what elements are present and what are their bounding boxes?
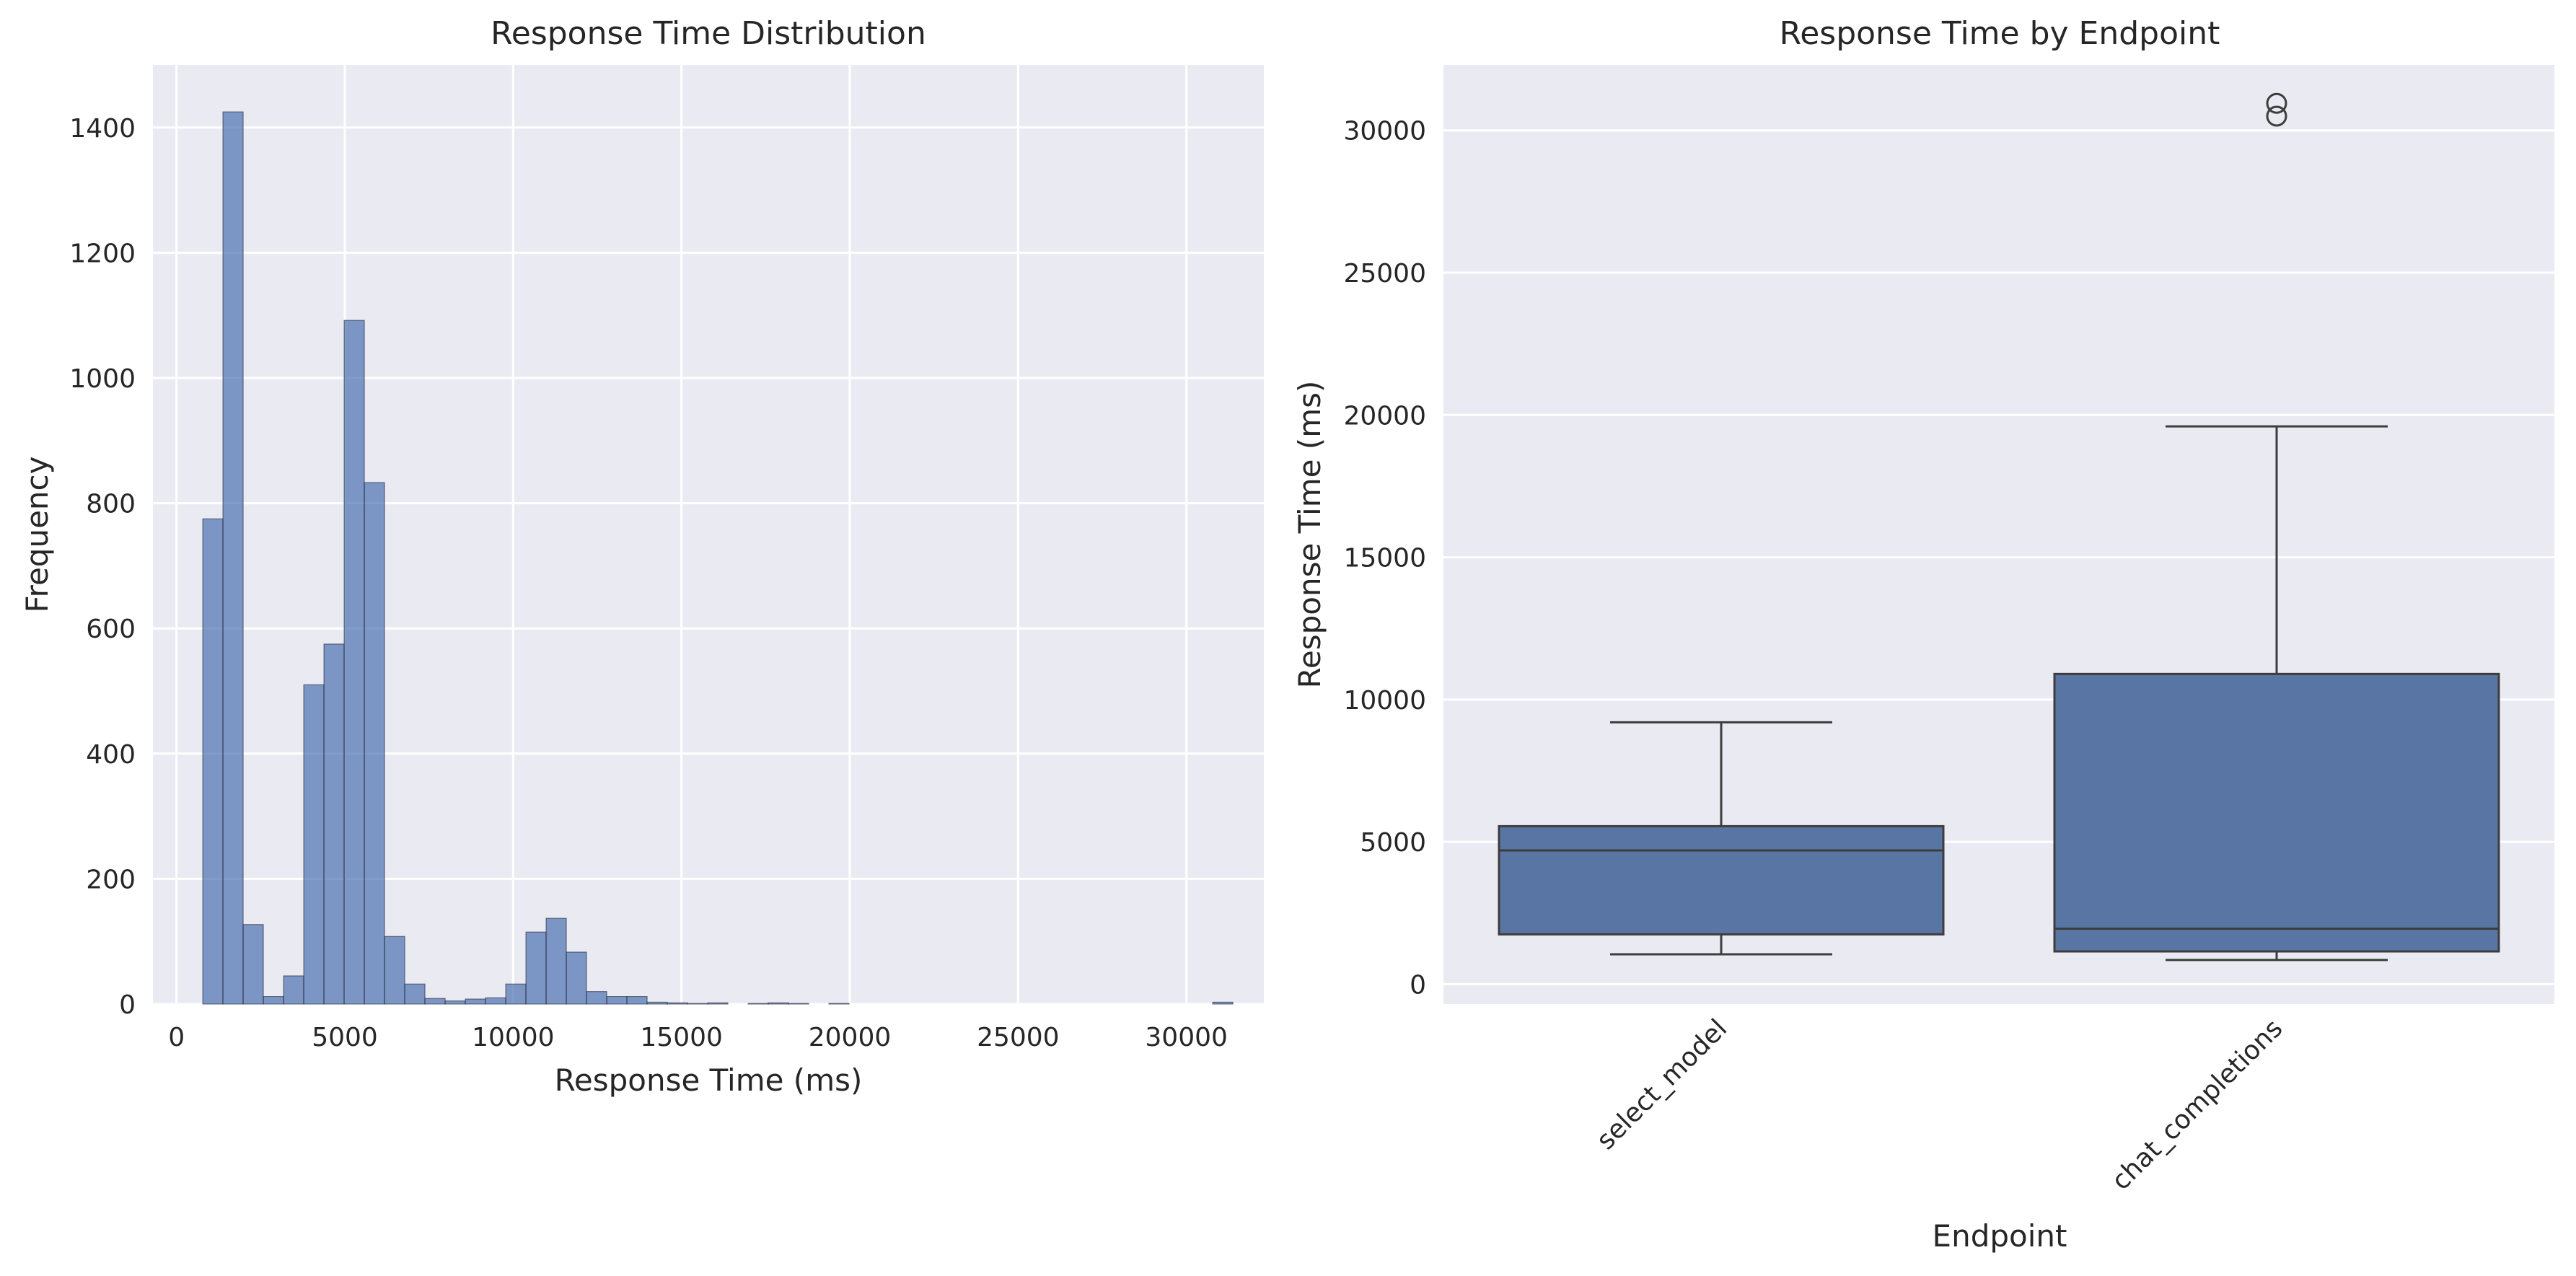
box-iqr [2053, 672, 2500, 953]
histogram-bar [566, 951, 587, 1005]
histogram-bar [545, 918, 567, 1005]
boxplot-y-tick-labels: 0 5000 10000 15000 20000 25000 30000 [1343, 117, 1426, 1000]
y-tick-label: 30000 [1343, 117, 1426, 146]
y-tick-label: 25000 [1343, 259, 1426, 289]
y-tick-label: 400 [86, 740, 136, 770]
x-tick-label-chat_completions: chat_completions [2106, 1013, 2289, 1196]
histogram-bar [626, 995, 648, 1005]
y-tick-label: 10000 [1343, 686, 1426, 716]
histogram-bar [242, 924, 264, 1005]
histogram-bar [586, 991, 607, 1005]
histogram-bar [687, 1003, 708, 1005]
box-iqr [1498, 824, 1945, 936]
histogram-bar [828, 1003, 850, 1005]
box-chat_completions [2053, 92, 2500, 962]
histogram-bar [323, 643, 345, 1005]
x-tick-label: 20000 [809, 1023, 892, 1052]
x-tick-label: 15000 [640, 1023, 723, 1052]
y-tick-label: 20000 [1343, 401, 1426, 431]
histogram-bar [263, 995, 284, 1005]
histogram-bar [404, 983, 426, 1005]
histogram-bar [202, 518, 224, 1005]
y-tick-label: 1000 [69, 364, 136, 394]
histogram-bar [444, 1000, 466, 1005]
histogram-y-axis-label: Frequency [19, 457, 55, 613]
y-tick-label: 15000 [1343, 544, 1426, 573]
histogram-bar [525, 931, 547, 1005]
y-tick-label: 0 [1410, 970, 1426, 1000]
boxplot-boxes [1498, 92, 2500, 962]
x-tick-label-select_model: select_model [1591, 1013, 1733, 1156]
histogram-bar [465, 998, 486, 1005]
histogram-bar [364, 482, 385, 1005]
histogram-bar [707, 1002, 729, 1005]
y-tick-label: 1200 [69, 239, 136, 268]
histogram-bar [606, 995, 628, 1005]
histogram-bar [424, 998, 446, 1005]
histogram-y-tick-labels: 0 200 400 600 800 1000 1200 1400 [69, 114, 136, 1020]
histogram-bar [646, 1001, 668, 1005]
boxplot-panel: Response Time by Endpoint 0 5000 10000 1500… [1292, 15, 2554, 1254]
histogram-bar [343, 320, 365, 1005]
y-tick-label: 200 [86, 865, 136, 894]
box-select_model [1498, 721, 1945, 956]
x-tick-label: 5000 [312, 1023, 378, 1052]
histogram-bar [768, 1002, 789, 1005]
x-tick-label: 10000 [472, 1023, 555, 1052]
histogram-x-axis-label: Response Time (ms) [555, 1062, 863, 1098]
histogram-bar [667, 1002, 688, 1005]
histogram-bar [1212, 1001, 1234, 1005]
histogram-bar [788, 1003, 809, 1005]
y-tick-label: 1400 [69, 114, 136, 144]
histogram-title: Response Time Distribution [491, 15, 926, 52]
histogram-bar [747, 1003, 769, 1005]
histogram-panel: Response Time Distribution 0 5000 10000 150… [19, 15, 1264, 1098]
histogram-bar [283, 975, 304, 1005]
histogram-x-tick-labels: 0 5000 10000 15000 20000 25000 30000 [168, 1023, 1228, 1052]
x-tick-label: 25000 [977, 1023, 1060, 1052]
x-tick-label: 30000 [1145, 1023, 1228, 1052]
boxplot-y-axis-label: Response Time (ms) [1292, 381, 1327, 689]
histogram-bar [384, 936, 405, 1005]
histogram-bar [485, 997, 506, 1005]
boxplot-x-tick-labels: select_model chat_completions [1591, 1013, 2289, 1196]
y-tick-label: 600 [86, 615, 136, 644]
histogram-bars [202, 111, 1234, 1005]
y-tick-label: 5000 [1360, 828, 1426, 858]
y-tick-label: 0 [119, 990, 136, 1020]
histogram-bar [303, 684, 325, 1005]
outlier-point [2266, 105, 2287, 127]
y-tick-label: 800 [86, 490, 136, 519]
x-tick-label: 0 [168, 1023, 185, 1052]
boxplot-x-axis-label: Endpoint [1933, 1218, 2067, 1254]
outlier-point [2266, 92, 2287, 114]
histogram-bar [222, 111, 244, 1005]
boxplot-title: Response Time by Endpoint [1780, 15, 2220, 52]
histogram-bar [505, 983, 527, 1005]
